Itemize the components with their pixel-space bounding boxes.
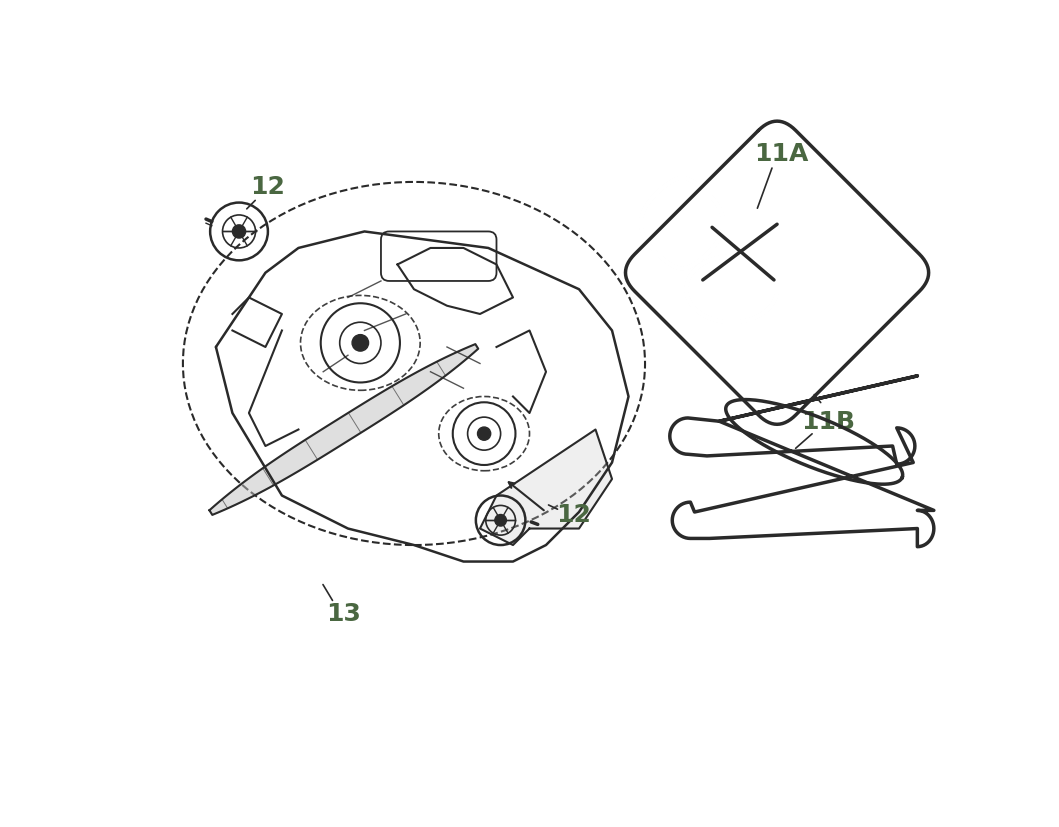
Circle shape [232,226,246,239]
Circle shape [495,515,506,527]
Text: 11B: 11B [802,409,856,433]
Text: 13: 13 [326,601,361,625]
Text: 11A: 11A [754,142,808,166]
Polygon shape [480,430,612,545]
Circle shape [478,428,490,441]
Text: 12: 12 [556,502,591,526]
Text: 12: 12 [251,174,285,198]
Circle shape [352,335,369,351]
Polygon shape [210,345,479,515]
